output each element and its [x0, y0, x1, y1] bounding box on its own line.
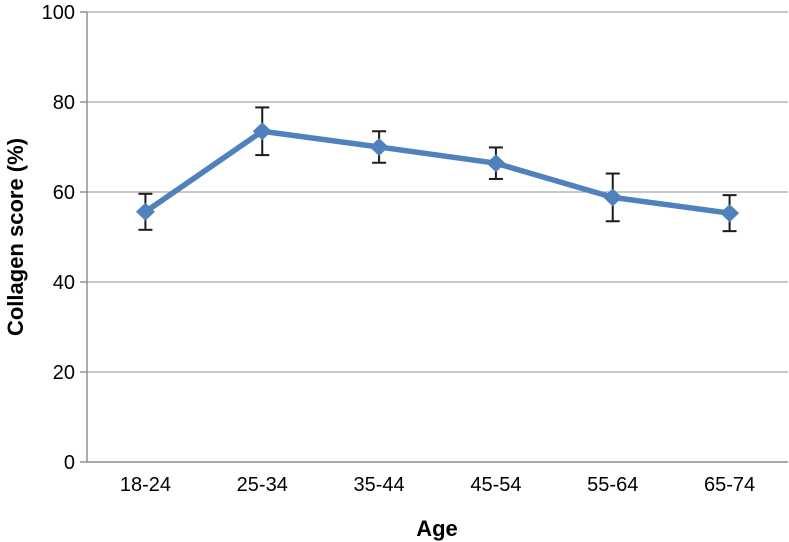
x-tick-label: 35-44 — [354, 474, 405, 496]
data-point-marker — [369, 138, 389, 156]
y-tick-label: 60 — [53, 182, 75, 204]
y-tick-label: 40 — [53, 272, 75, 294]
x-tick-label: 18-24 — [120, 474, 171, 496]
data-point-marker — [603, 188, 623, 207]
data-point-marker — [720, 204, 740, 223]
y-tick-label: 100 — [42, 2, 75, 24]
y-tick-label: 80 — [53, 92, 75, 114]
data-point-marker — [252, 122, 272, 141]
series-line — [142, 128, 733, 216]
x-axis-title: Age — [416, 516, 458, 541]
x-tick-label: 25-34 — [237, 474, 288, 496]
y-tick-label: 0 — [64, 452, 75, 474]
data-point-marker — [135, 202, 155, 221]
data-point-marker — [486, 154, 506, 173]
x-tick-label: 65-74 — [704, 474, 755, 496]
x-tick-label: 45-54 — [470, 474, 521, 496]
x-tick-label: 55-64 — [587, 474, 638, 496]
y-tick-label: 20 — [53, 362, 75, 384]
